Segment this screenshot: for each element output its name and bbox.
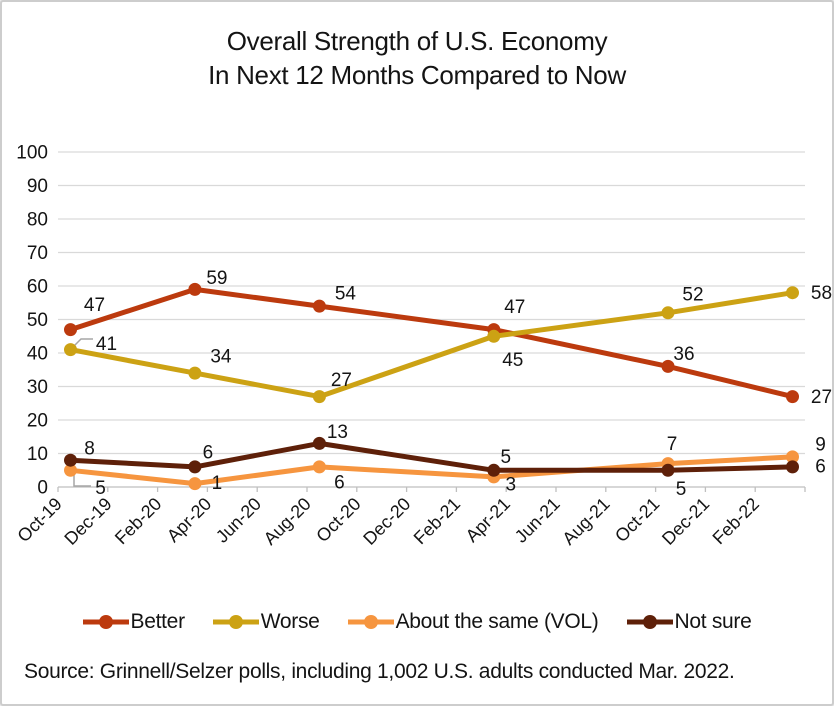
data-label-not-sure-Mar-20: 6 (203, 442, 214, 463)
data-label-about-the-same-vol-Mar-20: 1 (212, 473, 223, 494)
x-tick-label-Aug-20: Aug-20 (260, 494, 315, 549)
data-label-worse-Oct-21: 52 (682, 284, 703, 305)
data-point-worse-Mar-21 (487, 329, 501, 343)
data-point-about-the-same-vol-Mar-20 (188, 477, 202, 491)
legend-label-not-sure: Not sure (674, 610, 752, 633)
data-point-about-the-same-vol-Mar-22 (786, 450, 799, 464)
data-label-about-the-same-vol-Mar-21: 3 (506, 474, 517, 495)
data-label-better-Mar-21: 47 (504, 297, 525, 318)
data-point-worse-Oct-21 (661, 306, 675, 320)
legend-marker-icon-about-the-same-vol (347, 615, 394, 629)
data-label-better-Aug-20: 54 (335, 284, 357, 305)
x-tick-label-Feb-20: Feb-20 (111, 494, 165, 548)
data-point-not-sure-Aug-20 (312, 436, 326, 450)
data-label-not-sure-Oct-21: 5 (676, 479, 687, 500)
x-tick-label-Dec-21: Dec-21 (658, 494, 713, 549)
x-tick-label-Apr-20: Apr-20 (163, 494, 215, 546)
data-label-worse-Aug-20: 27 (331, 370, 352, 391)
data-label-worse-Oct-19: 41 (96, 334, 117, 355)
data-point-worse-Oct-19 (64, 343, 77, 357)
x-tick-label-Apr-21: Apr-21 (462, 494, 514, 546)
series-line-worse (68, 290, 795, 400)
data-point-not-sure-Mar-22 (786, 460, 799, 474)
series-line-about-the-same-vol (68, 454, 795, 487)
source-note: Source: Grinnell/Selzer polls, including… (24, 660, 735, 683)
x-tick-label-Oct-20: Oct-20 (312, 494, 364, 546)
data-point-worse-Mar-22 (786, 286, 799, 300)
x-tick-label-Aug-21: Aug-21 (558, 494, 613, 549)
data-point-about-the-same-vol-Aug-20 (312, 460, 326, 474)
data-label-better-Mar-22: 27 (811, 387, 832, 408)
y-tick-label-0: 0 (37, 478, 48, 499)
data-point-worse-Mar-20 (188, 366, 202, 380)
data-label-not-sure-Mar-21: 5 (501, 447, 512, 468)
data-label-not-sure-Oct-19: 8 (84, 439, 95, 460)
data-label-better-Oct-19: 47 (84, 295, 105, 316)
data-label-about-the-same-vol-Mar-22: 9 (815, 434, 826, 455)
data-point-better-Oct-21 (661, 359, 675, 373)
data-label-about-the-same-vol-Aug-20: 6 (334, 472, 345, 493)
x-tick-label-Jun-20: Jun-20 (212, 494, 265, 547)
data-point-better-Aug-20 (312, 299, 326, 313)
y-tick-label-80: 80 (27, 210, 48, 231)
y-tick-label-30: 30 (27, 377, 48, 398)
y-tick-label-100: 100 (16, 143, 48, 164)
data-point-not-sure-Mar-21 (487, 463, 501, 477)
data-point-not-sure-Mar-20 (188, 460, 202, 474)
data-label-better-Oct-21: 36 (673, 344, 694, 365)
y-tick-label-40: 40 (27, 344, 48, 365)
data-point-worse-Aug-20 (312, 390, 326, 404)
x-tick-label-Oct-19: Oct-19 (13, 494, 65, 546)
data-point-not-sure-Oct-19 (64, 453, 77, 467)
leader-line-worse-first (72, 338, 93, 348)
x-tick-label-Dec-19: Dec-19 (60, 494, 115, 549)
data-label-better-Mar-20: 59 (206, 268, 227, 289)
data-label-not-sure-Aug-20: 13 (327, 422, 348, 443)
x-tick-label-Oct-21: Oct-21 (611, 494, 663, 546)
legend-marker-icon-worse (212, 615, 259, 629)
data-label-worse-Mar-22: 58 (811, 283, 832, 304)
legend-label-about-the-same-vol: About the same (VOL) (395, 610, 599, 633)
chart-legend: Better Worse About the same (VOL) Not sure (2, 610, 832, 634)
chart-title-line2: In Next 12 Months Compared to Now (208, 60, 626, 90)
data-point-better-Mar-20 (188, 282, 202, 296)
chart-title: Overall Strength of U.S. Economy In Next… (2, 24, 832, 92)
y-tick-label-90: 90 (27, 176, 48, 197)
data-label-worse-Mar-21: 45 (502, 350, 523, 371)
leader-line-about-same-first (73, 475, 91, 487)
legend-marker-icon-better (82, 615, 129, 629)
legend-marker-icon-not-sure (626, 615, 673, 629)
y-tick-label-60: 60 (27, 277, 48, 298)
y-tick-label-70: 70 (27, 243, 48, 264)
series-line-not-sure (68, 440, 795, 473)
y-tick-label-10: 10 (27, 444, 48, 465)
legend-item-about-the-same-vol: About the same (VOL) (347, 610, 599, 634)
data-point-better-Mar-22 (786, 390, 799, 404)
legend-item-worse: Worse (212, 610, 320, 634)
x-tick-label-Jun-21: Jun-21 (511, 494, 564, 547)
data-label-about-the-same-vol-Oct-21: 7 (667, 434, 678, 455)
series-line-better (68, 286, 795, 400)
x-tick-label-Feb-21: Feb-21 (410, 494, 464, 548)
chart-title-line1: Overall Strength of U.S. Economy (226, 26, 608, 56)
x-tick-label-Dec-20: Dec-20 (359, 494, 414, 549)
data-label-not-sure-Mar-22: 6 (815, 456, 826, 477)
y-tick-label-50: 50 (27, 310, 48, 331)
data-point-better-Oct-19 (64, 323, 77, 337)
y-tick-label-20: 20 (27, 411, 48, 432)
legend-item-not-sure: Not sure (626, 610, 752, 634)
data-point-not-sure-Oct-21 (661, 463, 675, 477)
legend-label-better: Better (130, 610, 186, 633)
legend-label-worse: Worse (260, 610, 320, 633)
legend-item-better: Better (82, 610, 186, 634)
data-label-worse-Mar-20: 34 (210, 347, 232, 368)
data-label-about-the-same-vol-Oct-19: 5 (95, 478, 106, 499)
data-point-about-the-same-vol-Oct-19 (64, 463, 77, 477)
x-tick-label-Feb-22: Feb-22 (709, 494, 763, 548)
